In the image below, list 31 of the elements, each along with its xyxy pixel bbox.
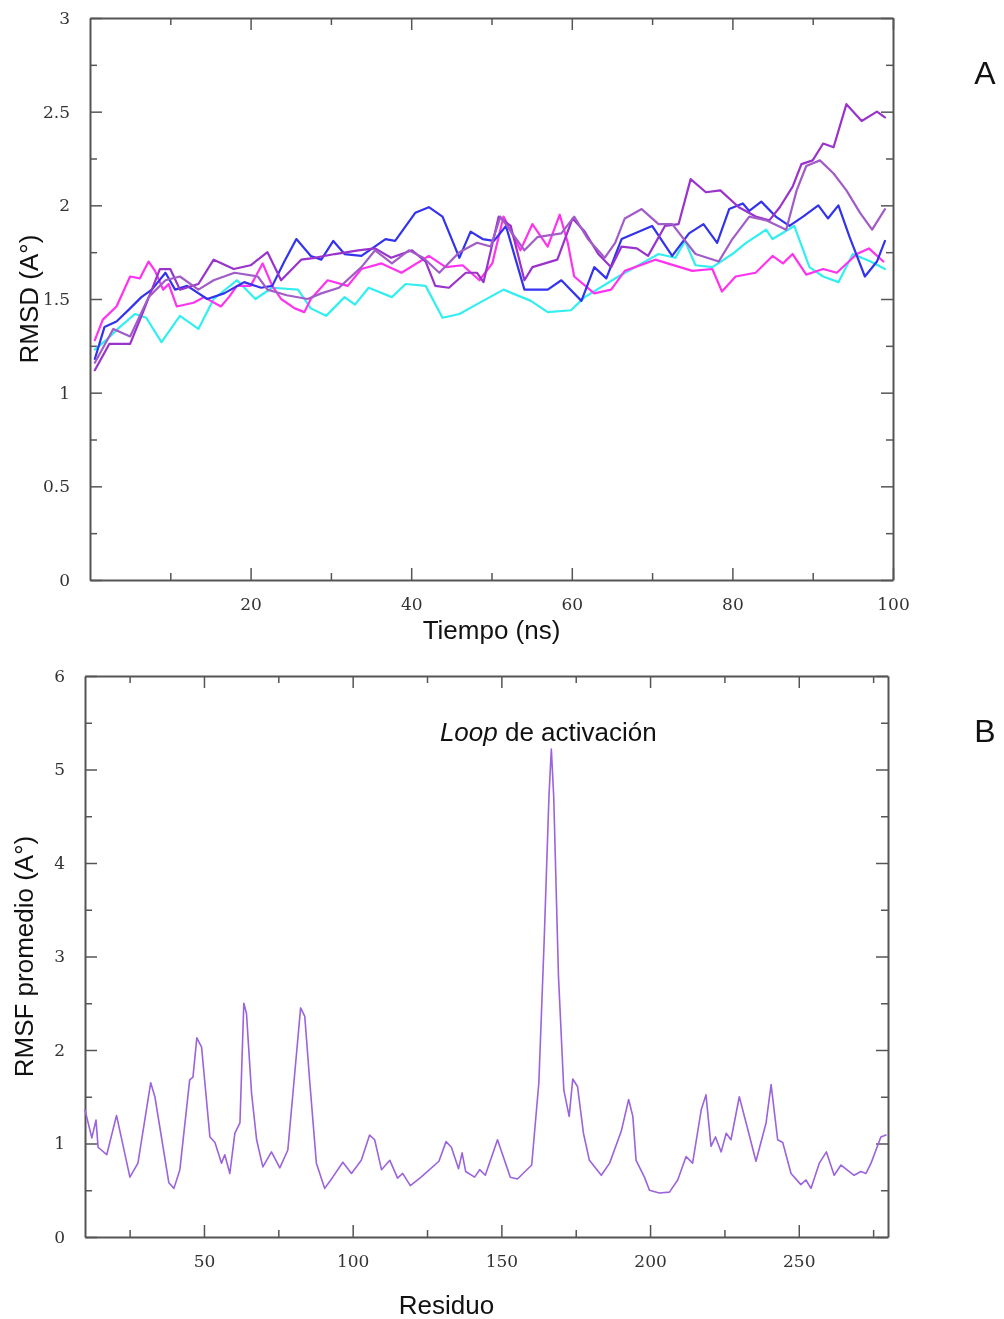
y-tick-label: 2 xyxy=(59,195,70,216)
x-tick-label: 80 xyxy=(722,594,744,615)
y-tick-label: 1.5 xyxy=(42,288,70,309)
x-tick-label: 60 xyxy=(561,594,584,615)
x-tick-label: 100 xyxy=(877,594,910,615)
x-tick-label: 20 xyxy=(240,594,262,615)
y-tick-label: 2 xyxy=(54,1039,65,1060)
x-tick-label: 200 xyxy=(634,1251,667,1272)
annotation: Loop de activación xyxy=(439,716,657,747)
y-tick-label: 6 xyxy=(54,665,65,686)
x-axis-title: Residuo xyxy=(398,1290,495,1319)
y-tick-label: 3 xyxy=(54,946,65,967)
y-tick-label: 0 xyxy=(59,569,70,590)
text: A xyxy=(974,55,997,91)
y-tick-label: 2.5 xyxy=(42,101,70,122)
x-tick-label: 40 xyxy=(400,594,423,615)
y-axis-title: RMSD (A°) xyxy=(14,234,44,364)
y-tick-label: 0 xyxy=(54,1226,65,1247)
y-tick-label: 4 xyxy=(54,852,65,873)
x-tick-label: 250 xyxy=(783,1251,816,1272)
x-tick-label: 150 xyxy=(485,1251,519,1272)
x-axis-title: Tiempo (ns) xyxy=(422,615,561,645)
y-axis-title: RMSF promedio (A°) xyxy=(9,835,39,1078)
x-tick-label: 50 xyxy=(193,1251,216,1272)
x-tick-label: 100 xyxy=(336,1251,370,1272)
y-tick-label: 1 xyxy=(59,382,70,403)
y-tick-label: 3 xyxy=(59,7,70,28)
text: B xyxy=(974,713,996,749)
y-tick-label: 5 xyxy=(54,759,65,780)
y-tick-label: 1 xyxy=(54,1133,65,1154)
y-tick-label: 0.5 xyxy=(42,476,70,497)
